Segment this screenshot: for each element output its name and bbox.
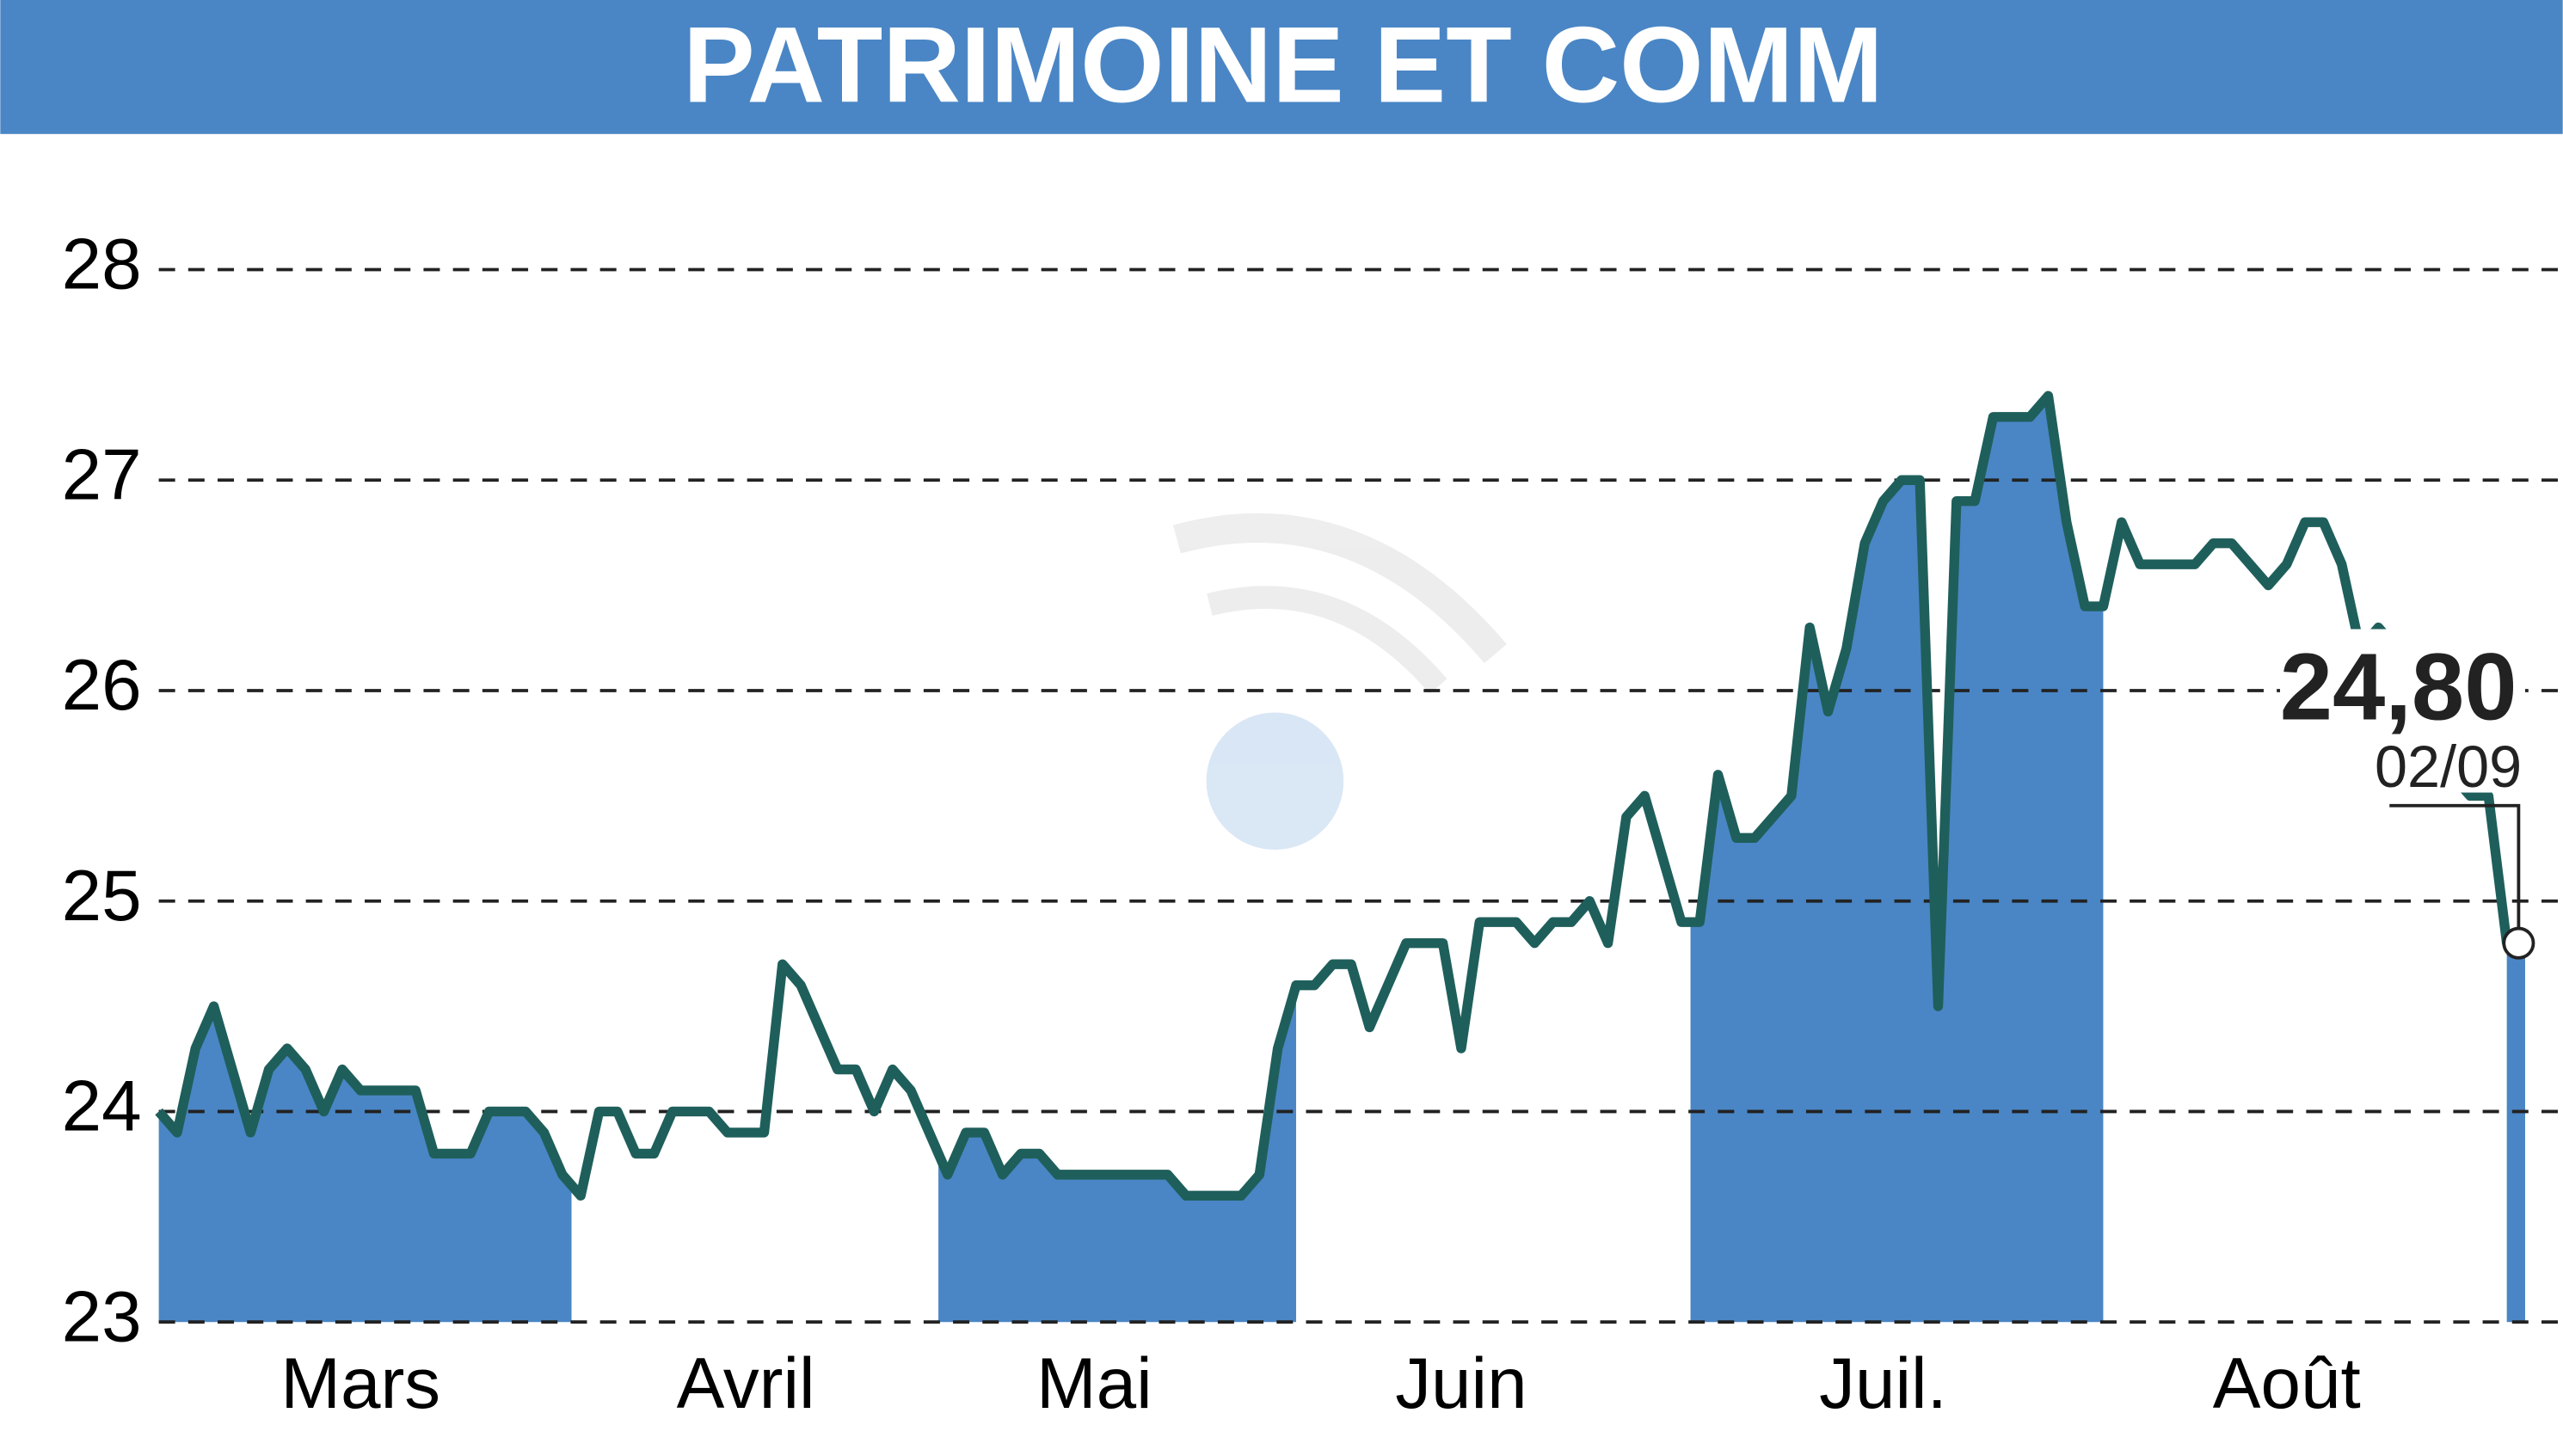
watermark [1172,513,1507,851]
x-tick-label: Avril [677,1342,815,1423]
y-tick-label: 24 [62,1066,142,1146]
x-tick-label: Juin [1395,1342,1527,1423]
month-shade [1690,396,2104,1323]
x-tick-label: Mai [1036,1342,1152,1423]
price-line [155,390,2525,1201]
label-bg [2279,629,2525,793]
month-shade [938,985,1296,1323]
last-point [2502,926,2535,960]
x-tick-label: Mars [280,1342,440,1423]
last-value-label: 24,80 [2280,635,2517,740]
y-tick-label: 26 [62,644,142,725]
x-tick-label: Juil. [1819,1342,1947,1423]
y-tick-label: 23 [62,1275,142,1356]
title-bar [0,0,2563,134]
y-tick-label: 28 [62,224,142,304]
y-tick-label: 27 [62,433,142,514]
chart-title: PATRIMOINE ET COMM [683,4,1883,126]
month-shade [158,1006,572,1323]
last-date-label: 02/09 [2375,734,2522,800]
y-tick-label: 25 [62,855,142,936]
x-tick-label: Août [2213,1342,2361,1423]
leader-line [2389,803,2521,943]
month-shade [2506,943,2525,1323]
